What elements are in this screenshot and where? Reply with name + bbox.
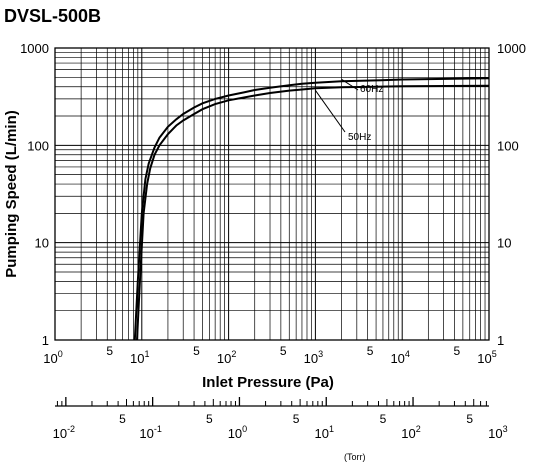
x-tick-label-minor: 5 — [280, 344, 287, 358]
y-tick-labels: 1 1 10 10 100 100 1000 1000 — [20, 41, 526, 348]
chart-title: DVSL-500B — [4, 6, 101, 26]
torr-tick-label-minor: 5 — [119, 412, 126, 426]
x-tick-label: 105 — [477, 349, 496, 366]
series-label-60hz: 60Hz — [360, 84, 383, 95]
y-axis-title: Pumping Speed (L/min) — [3, 110, 20, 278]
x-axis-title: Inlet Pressure (Pa) — [202, 374, 334, 391]
y-tick-label-left: 10 — [35, 236, 49, 251]
x-tick-label: 104 — [390, 349, 409, 366]
torr-tick-label-minor: 5 — [293, 412, 300, 426]
torr-tick-label: 101 — [314, 424, 333, 441]
x-tick-label: 102 — [217, 349, 236, 366]
x-tick-label-minor: 5 — [106, 344, 113, 358]
x-tick-labels: 100 5 101 5 102 5 103 5 104 5 105 — [43, 344, 496, 366]
x-tick-label-minor: 5 — [367, 344, 374, 358]
torr-tick-label: 10-2 — [53, 424, 75, 441]
y-tick-label-right: 100 — [497, 138, 519, 153]
series-line-60hz — [133, 77, 490, 341]
torr-axis-unit-label: (Torr) — [344, 452, 366, 462]
torr-tick-label: 100 — [228, 424, 247, 441]
series-layer: 60Hz 50Hz — [133, 77, 490, 341]
torr-tick-label: 103 — [488, 424, 507, 441]
x-tick-label: 101 — [130, 349, 149, 366]
y-tick-label-left: 100 — [27, 138, 49, 153]
series-leader-50hz — [314, 90, 346, 133]
torr-tick-label-minor: 5 — [380, 412, 387, 426]
y-tick-label-right: 10 — [497, 236, 511, 251]
x-tick-label: 103 — [304, 349, 323, 366]
plot-frame — [54, 47, 490, 341]
torr-tick-label: 10-1 — [139, 424, 161, 441]
series-label-50hz: 50Hz — [348, 132, 371, 143]
x-tick-label-minor: 5 — [454, 344, 461, 358]
torr-tick-label: 102 — [401, 424, 420, 441]
y-tick-label-right: 1000 — [497, 41, 526, 56]
series-leader-60hz — [341, 78, 359, 91]
y-tick-label-right: 1 — [497, 333, 504, 348]
torr-axis: 10-2 5 10-1 5 100 5 101 5 102 5 103 — [53, 397, 508, 441]
x-tick-label-minor: 5 — [193, 344, 200, 358]
y-tick-label-left: 1000 — [20, 41, 49, 56]
x-tick-label: 100 — [43, 349, 62, 366]
series-line-50hz — [136, 84, 490, 341]
plot-grid — [55, 48, 489, 340]
torr-tick-label-minor: 5 — [466, 412, 473, 426]
torr-tick-label-minor: 5 — [206, 412, 213, 426]
y-tick-label-left: 1 — [42, 333, 49, 348]
